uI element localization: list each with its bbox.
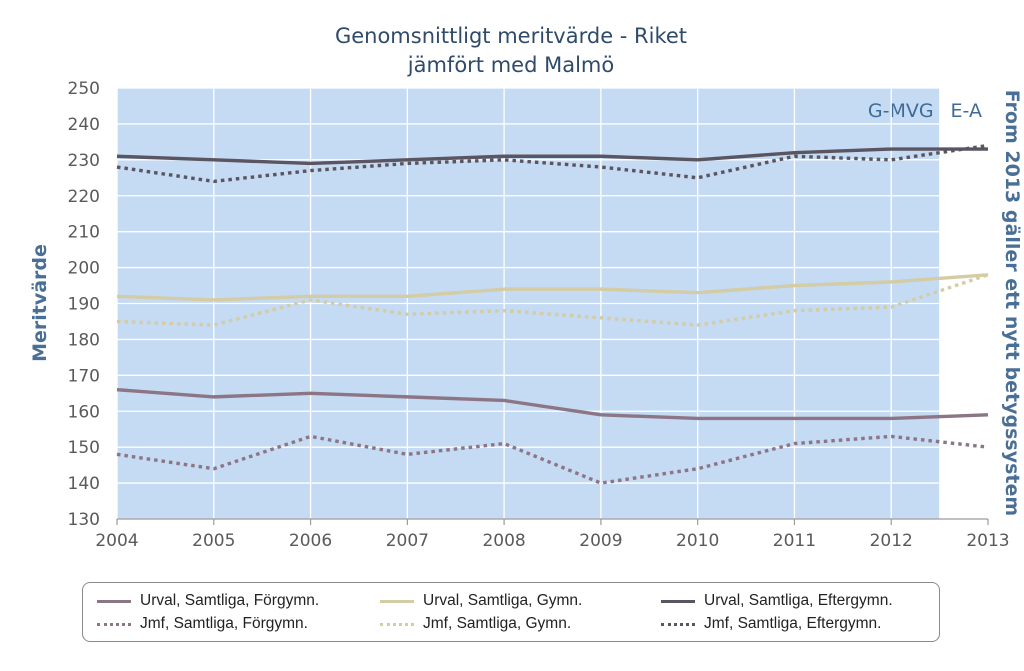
y-tick-label: 180: [68, 330, 100, 350]
legend-swatch: [97, 599, 131, 603]
y-axis-label: Meritvärde: [29, 244, 51, 362]
x-tick-label: 2005: [192, 531, 235, 551]
x-tick-label: 2012: [870, 531, 913, 551]
region-label: E-A: [951, 100, 982, 122]
y-tick-label: 240: [68, 115, 100, 135]
legend-label: Jmf, Samtliga, Eftergymn.: [704, 615, 882, 632]
legend-item: Jmf, Samtliga, Gymn.: [380, 613, 571, 635]
y-tick-label: 200: [68, 259, 100, 279]
legend-item: Urval, Samtliga, Förgymn.: [97, 590, 319, 612]
legend-swatch: [661, 599, 695, 603]
right-axis-note: From 2013 gäller ett nytt betygssystem: [1001, 90, 1023, 516]
y-tick-label: 130: [68, 510, 100, 530]
y-tick-label: 220: [68, 187, 100, 207]
legend-label: Jmf, Samtliga, Gymn.: [423, 615, 572, 632]
line-chart: Genomsnittligt meritvärde - Riket jämför…: [29, 24, 1023, 551]
y-tick-label: 250: [68, 79, 100, 99]
legend-swatch: [380, 599, 414, 603]
x-tick-label: 2007: [386, 531, 429, 551]
legend: Urval, Samtliga, Förgymn. Jmf, Samtliga, …: [82, 582, 940, 642]
series-line-5: [116, 147, 988, 166]
legend-label: Jmf, Samtliga, Förgymn.: [140, 615, 308, 632]
y-tick-label: 160: [68, 402, 100, 422]
legend-label: Urval, Samtliga, Gymn.: [423, 592, 583, 609]
y-tick-label: 150: [68, 438, 100, 458]
chart-title-line-2: jämfört med Malmö: [407, 53, 614, 77]
legend-label: Urval, Samtliga, Eftergymn.: [704, 592, 893, 609]
x-tick-label: 2010: [676, 531, 719, 551]
y-tick-label: 140: [68, 474, 100, 494]
legend-item: Jmf, Samtliga, Eftergymn.: [661, 613, 881, 635]
x-tick-labels: 2004 2005 2006 2007 2008 2009 2010 2011 2012 2013: [95, 519, 1010, 551]
x-tick-label: 2004: [95, 531, 138, 551]
legend-item: Urval, Samtliga, Gymn.: [380, 590, 582, 612]
legend-swatch: [97, 622, 131, 626]
y-tick-label: 210: [68, 223, 100, 243]
x-tick-label: 2013: [966, 531, 1009, 551]
legend-item: Jmf, Samtliga, Förgymn.: [97, 613, 308, 635]
x-tick-label: 2006: [289, 531, 332, 551]
x-tick-label: 2008: [482, 531, 525, 551]
series-lines: [116, 143, 989, 485]
x-tick-label: 2011: [773, 531, 816, 551]
x-tick-label: 2009: [579, 531, 622, 551]
series-line-1: [116, 388, 989, 421]
legend-swatch: [661, 622, 695, 626]
y-tick-label: 190: [68, 295, 100, 315]
series-line-6: [116, 143, 989, 184]
legend-label: Urval, Samtliga, Förgymn.: [140, 592, 320, 609]
y-tick-label: 170: [68, 366, 100, 386]
y-tick-labels: 130 140 150 160 170 180 190 200 210 220 230 240 250: [68, 79, 100, 530]
region-label: G-MVG: [868, 100, 934, 122]
y-tick-label: 230: [68, 151, 100, 171]
legend-swatch: [380, 622, 414, 626]
series-line-3: [116, 273, 989, 302]
legend-item: Urval, Samtliga, Eftergymn.: [661, 590, 893, 612]
chart-title-line-1: Genomsnittligt meritvärde - Riket: [335, 24, 687, 48]
